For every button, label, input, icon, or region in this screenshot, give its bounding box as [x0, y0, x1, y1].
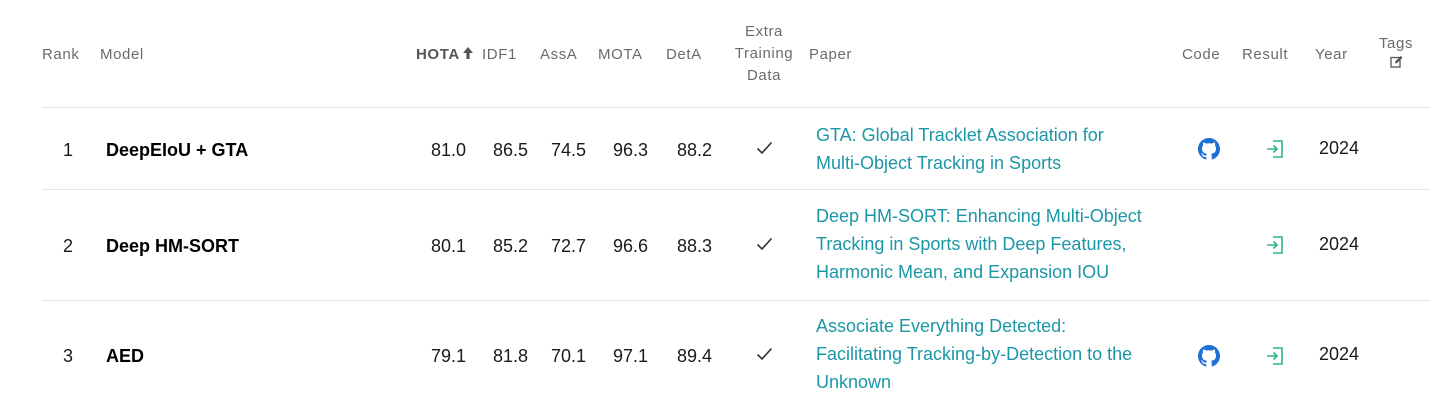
header-extra-line1: Extra: [744, 23, 783, 40]
header-assa[interactable]: AssA: [540, 46, 578, 63]
model-name[interactable]: DeepEIoU + GTA: [106, 140, 249, 160]
idf1-value: 85.2: [492, 236, 528, 256]
check-icon: [756, 237, 773, 251]
assa-value: 74.5: [550, 140, 586, 160]
year-cell: 2024: [1319, 234, 1360, 254]
paper-line: Associate Everything Detected:: [816, 316, 1067, 336]
mota-value: 97.1: [612, 346, 648, 366]
header-hota-label: HOTA: [416, 46, 460, 63]
header-tags-label: Tags: [1378, 35, 1414, 52]
model-name[interactable]: Deep HM-SORT: [106, 236, 240, 256]
year-cell: 2024: [1319, 344, 1360, 364]
paper-link[interactable]: GTA: Global Tracklet Association for Mul…: [816, 121, 1104, 177]
paper-line: Facilitating Tracking-by-Detection to th…: [816, 344, 1133, 364]
rank-cell: 3: [63, 346, 74, 366]
paper-line: Deep HM-SORT: Enhancing Multi-Object: [816, 206, 1142, 226]
header-extra-training-data[interactable]: Extra Training Data: [726, 21, 802, 87]
header-mota[interactable]: MOTA: [598, 46, 643, 63]
year-cell: 2024: [1319, 138, 1360, 158]
github-icon[interactable]: [1198, 138, 1220, 160]
mota-value: 96.3: [612, 140, 648, 160]
header-year[interactable]: Year: [1315, 46, 1348, 63]
deta-value: 89.4: [676, 346, 712, 366]
check-icon: [756, 141, 773, 155]
paper-link[interactable]: Associate Everything Detected: Facilitat…: [816, 312, 1132, 396]
assa-value: 70.1: [550, 346, 586, 366]
hota-value: 81.0: [430, 140, 466, 160]
idf1-value: 81.8: [492, 346, 528, 366]
header-idf1[interactable]: IDF1: [482, 46, 517, 63]
model-name[interactable]: AED: [106, 346, 145, 366]
header-hota[interactable]: HOTA: [416, 46, 474, 63]
table-row: 1 DeepEIoU + GTA 81.0 86.5 74.5 96.3 88.…: [42, 108, 1430, 190]
header-result[interactable]: Result: [1242, 46, 1289, 63]
paper-line: Harmonic Mean, and Expansion IOU: [816, 262, 1110, 282]
github-icon[interactable]: [1198, 345, 1220, 367]
paper-line: Multi-Object Tracking in Sports: [816, 153, 1062, 173]
paper-line: Tracking in Sports with Deep Features,: [816, 234, 1127, 254]
table-row: 2 Deep HM-SORT 80.1 85.2 72.7 96.6 88.3 …: [42, 190, 1430, 301]
rank-cell: 1: [63, 140, 74, 160]
hota-value: 80.1: [430, 236, 466, 256]
idf1-value: 86.5: [492, 140, 528, 160]
result-icon[interactable]: [1265, 235, 1285, 255]
header-extra-line2: Training: [734, 45, 794, 62]
paper-line: GTA: Global Tracklet Association for: [816, 125, 1104, 145]
header-tags[interactable]: Tags: [1372, 35, 1420, 68]
paper-line: Unknown: [816, 372, 892, 392]
hota-value: 79.1: [430, 346, 466, 366]
header-deta[interactable]: DetA: [666, 46, 702, 63]
table-row: 3 AED 79.1 81.8 70.1 97.1 89.4 Associate…: [42, 301, 1430, 410]
header-paper[interactable]: Paper: [809, 46, 853, 63]
paper-link[interactable]: Deep HM-SORT: Enhancing Multi-Object Tra…: [816, 202, 1142, 286]
header-extra-line3: Data: [746, 67, 782, 84]
leaderboard-table: Rank Model HOTA IDF1 AssA MOTA DetA Extr…: [42, 0, 1430, 410]
edit-icon[interactable]: [1389, 55, 1403, 68]
header-rank[interactable]: Rank: [42, 46, 80, 63]
header-model[interactable]: Model: [100, 46, 144, 63]
header-code[interactable]: Code: [1182, 46, 1221, 63]
check-icon: [756, 347, 773, 361]
deta-value: 88.3: [676, 236, 712, 256]
mota-value: 96.6: [612, 236, 648, 256]
result-icon[interactable]: [1265, 346, 1285, 366]
assa-value: 72.7: [550, 236, 586, 256]
result-icon[interactable]: [1265, 139, 1285, 159]
sort-arrow-up-icon: [462, 47, 473, 59]
table-header: Rank Model HOTA IDF1 AssA MOTA DetA Extr…: [42, 0, 1430, 108]
rank-cell: 2: [63, 236, 74, 256]
deta-value: 88.2: [676, 140, 712, 160]
